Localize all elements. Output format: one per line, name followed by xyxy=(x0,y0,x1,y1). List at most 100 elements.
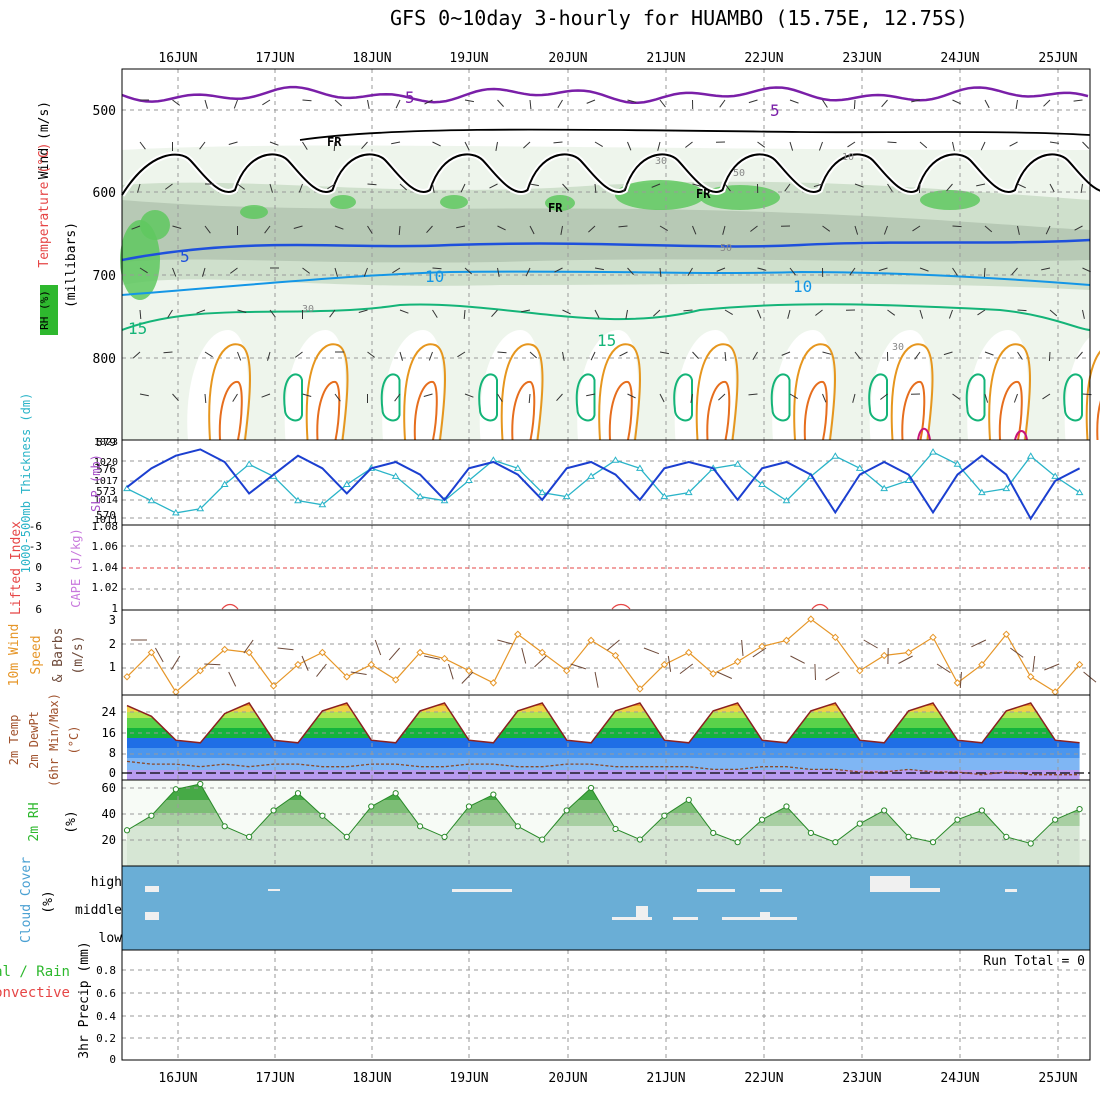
wind-barb xyxy=(854,351,861,360)
wind-speed-line-point-24 xyxy=(709,670,717,678)
temp-band-8 xyxy=(127,703,1080,706)
wind-barb xyxy=(946,183,953,192)
wind-barb xyxy=(588,225,596,233)
panel-frame-wind10 xyxy=(121,609,1091,696)
rh-line-point-5 xyxy=(246,833,253,840)
wind-barb xyxy=(529,351,538,359)
iso-25-loop-2 xyxy=(413,380,438,441)
thickness-line-point-22 xyxy=(660,492,669,500)
wind-barb xyxy=(887,141,897,144)
wind-barb xyxy=(948,309,953,319)
wind-barb xyxy=(424,99,433,105)
wind-barb xyxy=(976,183,986,187)
rh-line-point-31 xyxy=(881,807,888,814)
wind-barb xyxy=(818,141,823,151)
rh-line-point-16 xyxy=(514,823,521,830)
wind-barb xyxy=(952,225,962,228)
date-top-9: 25JUN xyxy=(1038,51,1077,66)
wind-barb xyxy=(718,393,726,401)
wind-barb xyxy=(1073,99,1083,102)
precip-unit-label: 3hr Precip (mm) xyxy=(77,941,92,1058)
cloud-label: Cloud Cover xyxy=(19,857,34,943)
rh-line-point-2 xyxy=(172,786,179,793)
wind-barb xyxy=(1041,267,1051,271)
wind10-barb-21 xyxy=(643,647,660,655)
wind-barb xyxy=(262,99,271,106)
wind-barb xyxy=(495,141,498,151)
wind-barb xyxy=(757,141,766,148)
cape-tick-2: 1.04 xyxy=(92,561,119,574)
wind-speed-line-point-17 xyxy=(538,648,546,657)
wind-label-2: & Barbs xyxy=(51,628,66,683)
wind10-barb-22 xyxy=(667,655,672,672)
wind-barb xyxy=(1048,351,1051,362)
thickness-line-point-14 xyxy=(465,476,473,483)
wind-barb xyxy=(172,225,182,229)
wind-barb xyxy=(822,225,831,232)
wind-barb xyxy=(984,351,994,356)
wind-barb xyxy=(139,141,146,150)
wind-barb xyxy=(267,351,271,361)
rh-line-point-30 xyxy=(856,820,863,827)
wind-barb xyxy=(302,141,308,150)
rh-line-point-10 xyxy=(368,803,375,810)
wind-barb xyxy=(302,393,312,397)
wind-barb xyxy=(497,225,506,231)
iso-label-3: 10 xyxy=(425,267,444,286)
wind-barb xyxy=(757,267,767,271)
rh-label-2: 50 xyxy=(733,168,745,179)
rh-line-point-9 xyxy=(343,833,350,840)
rh-blob-7 xyxy=(920,190,980,210)
wind-barb xyxy=(784,183,791,192)
wind-barb xyxy=(204,99,208,109)
wind-barb xyxy=(683,309,693,312)
thickness-line-point-4 xyxy=(220,480,229,488)
iso-15-loop-3 xyxy=(575,373,596,422)
wind-barb xyxy=(781,351,791,356)
wind-barb xyxy=(912,225,921,232)
wind-barb xyxy=(261,393,271,398)
iso-15-loop-2 xyxy=(478,373,498,422)
wind-barb xyxy=(878,267,888,272)
wind10-barb-7 xyxy=(301,655,309,671)
wind-barb xyxy=(687,267,693,276)
wind-barb xyxy=(361,141,368,150)
iso-20-loop-3 xyxy=(500,343,544,441)
wind10-barb-34 xyxy=(959,671,962,689)
wind-barb xyxy=(132,351,141,359)
wind-barb xyxy=(269,141,279,146)
date-bottom-8: 24JUN xyxy=(940,1071,979,1086)
slp-tick-2: 1017 xyxy=(94,476,118,487)
wind-barb xyxy=(367,183,377,186)
li-blip-2 xyxy=(811,603,829,610)
temp-line xyxy=(126,702,1080,744)
thickness-line-point-29 xyxy=(831,452,840,459)
iso-20-loop-4 xyxy=(598,343,641,441)
wind-speed-line-point-16 xyxy=(514,630,522,638)
date-top-5: 21JUN xyxy=(646,51,685,66)
thickness-line-point-19 xyxy=(587,472,595,479)
thickness-line-point-12 xyxy=(416,492,424,500)
wind-barb xyxy=(562,351,565,361)
iso-15-loop-6 xyxy=(868,373,888,422)
wind-barb xyxy=(853,99,856,110)
rh-line-point-14 xyxy=(465,803,473,810)
temp-band-1 xyxy=(127,758,1080,770)
wind-barb xyxy=(395,99,401,109)
wind-barb xyxy=(594,309,600,319)
wind-barb xyxy=(1082,267,1091,273)
temp-tick-1: 16 xyxy=(102,726,116,740)
rh2m-unit: (%) xyxy=(64,810,79,833)
wind-label-1: Speed xyxy=(29,635,44,674)
date-bottom-5: 21JUN xyxy=(646,1071,685,1086)
wind10-barb-35 xyxy=(971,639,987,648)
wind-barb xyxy=(163,351,173,354)
wind10-barb-20 xyxy=(606,639,620,651)
wind-barb xyxy=(919,309,924,319)
rh-line-point-15 xyxy=(490,791,497,798)
wind10-barb-1 xyxy=(154,647,164,663)
wind-barb xyxy=(165,183,173,190)
wind-barb xyxy=(464,99,474,103)
rh-line-point-19 xyxy=(587,784,595,792)
temp-band-3 xyxy=(127,738,1080,748)
